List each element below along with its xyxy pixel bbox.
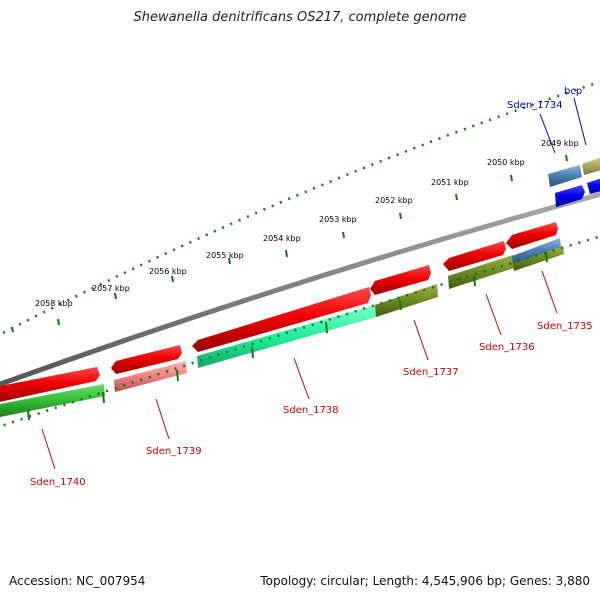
outer-tick-track: [0, 80, 600, 336]
scale-label: 2055 kbp: [206, 251, 244, 260]
blue-leader-lines: [539, 97, 587, 154]
gene-label-sden-1740: Sden_1740: [30, 477, 86, 488]
gene-bcp[interactable]: [582, 156, 600, 175]
tick-mark: [342, 231, 345, 239]
gene-sden-1737[interactable]: [370, 265, 431, 295]
scale-label: 2054 kbp: [263, 234, 301, 243]
gene-label-sden-1739: Sden_1739: [146, 446, 202, 457]
gene-sden-1736-inner[interactable]: [448, 255, 514, 289]
red-leader-lines: [41, 270, 558, 470]
tick-mark: [545, 251, 548, 263]
gene-label-sden-1737: Sden_1737: [403, 367, 459, 378]
inner-tick-track: [0, 235, 600, 428]
tick-mark: [285, 249, 288, 258]
tick-mark: [325, 321, 328, 334]
gene-sden-1740-inner[interactable]: [0, 384, 105, 418]
reverse-strand-genes: [0, 238, 564, 418]
inner-major-ticks: [27, 251, 548, 421]
leader-sden-1740: [41, 428, 56, 470]
top-right-genes: [548, 156, 600, 207]
tick-mark: [473, 275, 476, 287]
scale-label: 2058 kbp: [35, 299, 73, 308]
gene-blue-a[interactable]: [555, 185, 585, 207]
scale-label: 2050 kbp: [487, 158, 525, 167]
tick-mark: [228, 257, 231, 265]
tick-mark: [455, 193, 458, 201]
inner-dotted-line: [0, 235, 600, 428]
forward-strand-genes: [0, 222, 558, 403]
gene-sden-1734[interactable]: [548, 165, 582, 187]
scale-label: 2056 kbp: [149, 267, 187, 276]
tick-mark: [399, 299, 402, 311]
tick-mark: [176, 369, 179, 382]
gene-sden-1738-inner[interactable]: [197, 305, 376, 368]
tick-mark: [565, 154, 568, 162]
leader-sden-1736: [485, 293, 502, 336]
gene-label-sden-1735: Sden_1735: [537, 321, 593, 332]
tick-mark: [171, 275, 174, 283]
scale-label: 2052 kbp: [375, 196, 413, 205]
tick-mark: [251, 346, 254, 359]
gene-blue-b[interactable]: [587, 177, 600, 194]
tick-mark: [57, 318, 60, 326]
tick-mark: [102, 391, 105, 404]
genome-summary-text: Topology: circular; Length: 4,545,906 bp…: [260, 574, 590, 588]
leader-sden-1735: [541, 270, 558, 314]
gene-label-bcp: bcp: [564, 86, 582, 97]
gene-sden-1735-inner[interactable]: [512, 238, 561, 264]
scale-label: 2051 kbp: [431, 178, 469, 187]
scale-label: 2049 kbp: [541, 139, 579, 148]
scale-label: 2057 kbp: [92, 284, 130, 293]
tick-mark: [399, 212, 402, 220]
gene-sden-1737-inner[interactable]: [375, 284, 438, 317]
gene-sden-1738[interactable]: [192, 287, 371, 352]
scale-labels: 2049 kbp 2050 kbp 2051 kbp 2052 kbp 2053…: [35, 139, 579, 308]
leader-bcp: [573, 97, 587, 146]
tick-mark: [27, 409, 30, 421]
genome-backbone: [0, 191, 600, 387]
tick-mark: [114, 292, 117, 300]
leader-sden-1738: [293, 357, 310, 400]
tick-mark: [11, 326, 14, 333]
gene-sden-1735-inner-b[interactable]: [513, 246, 564, 271]
page-title: Shewanella denitrificans OS217, complete…: [133, 10, 467, 25]
outer-major-ticks: [11, 154, 568, 333]
scale-label: 2053 kbp: [319, 215, 357, 224]
gene-sden-1736[interactable]: [443, 241, 506, 271]
gene-labels: bcp Sden_1734 Sden_1735 Sden_1736 Sden_1…: [30, 86, 593, 488]
accession-text: Accession: NC_007954: [9, 574, 146, 588]
leader-sden-1737: [413, 319, 429, 361]
gene-label-sden-1734: Sden_1734: [507, 100, 563, 111]
gene-sden-1740[interactable]: [0, 367, 100, 403]
gene-label-sden-1738: Sden_1738: [283, 405, 339, 416]
outer-dotted-line: [0, 80, 600, 336]
tick-mark: [510, 174, 513, 182]
leader-sden-1739: [155, 398, 170, 440]
gene-sden-1735[interactable]: [506, 222, 558, 249]
gene-label-sden-1736: Sden_1736: [479, 342, 535, 353]
leader-sden-1734: [539, 113, 556, 154]
gene-sden-1739[interactable]: [111, 345, 182, 374]
